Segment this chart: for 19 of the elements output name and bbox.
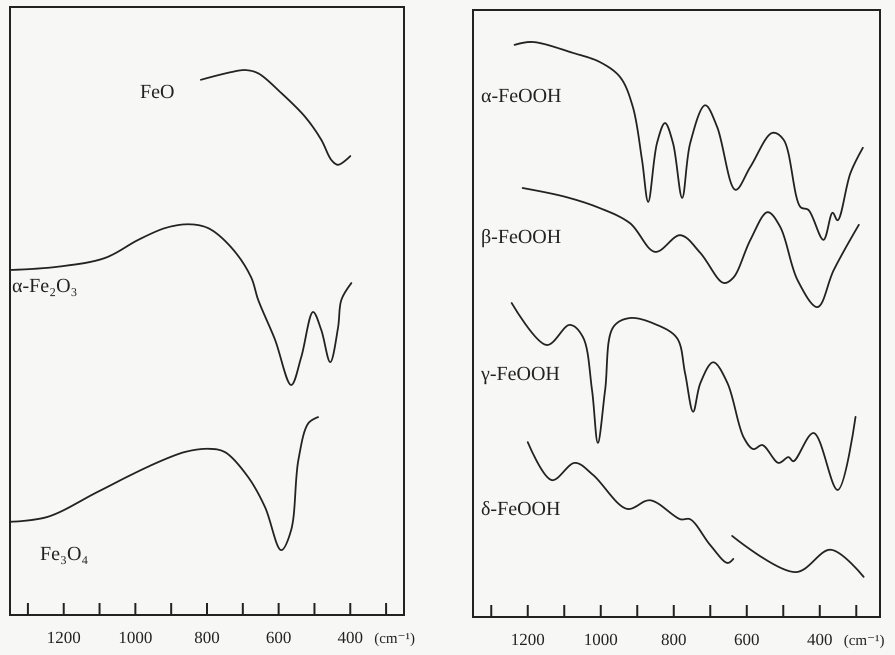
x-tick-label: 800 [194,628,220,647]
x-axis-title: (cm⁻¹) [374,631,416,647]
x-tick-label: 1200 [510,630,545,649]
x-tick-label: 800 [661,630,687,649]
series-label: Fe₃O₄ [40,543,88,565]
series-label: FeO [140,81,174,103]
series-label: α-FeOOH [481,85,562,107]
x-tick-label: 1000 [584,630,618,649]
series-label: β-FeOOH [481,226,562,248]
x-tick-label: 1000 [118,628,152,647]
x-axis-title: (cm⁻¹) [844,633,885,649]
x-tick-label: 600 [734,630,760,649]
x-tick-label: 1200 [46,628,81,647]
series-label: γ-FeOOH [480,363,560,385]
x-tick-label: 400 [807,630,833,649]
x-tick-label: 400 [338,628,364,647]
series-label: α-Fe₂O₃ [12,275,78,297]
series-label: δ-FeOOH [481,498,560,520]
x-tick-label: 600 [266,628,292,647]
